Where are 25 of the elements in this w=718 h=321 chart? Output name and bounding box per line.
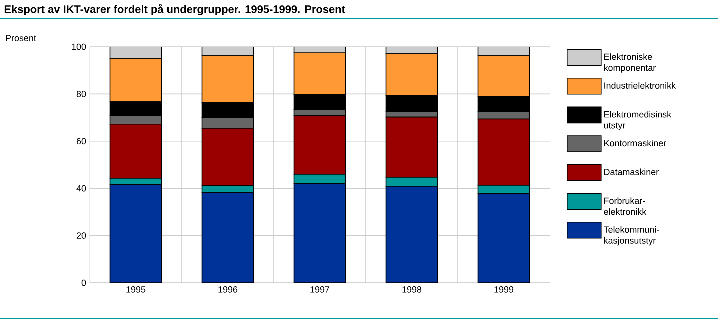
y-tick-label: 80 bbox=[76, 91, 86, 98]
legend-label: Elektroniske komponentar bbox=[604, 54, 656, 73]
x-tick-label: 1999 bbox=[494, 286, 514, 293]
x-tick-label: 1995 bbox=[126, 286, 146, 293]
y-tick-label: 40 bbox=[76, 185, 86, 192]
y-tick-label: 20 bbox=[76, 232, 86, 239]
y-tick-label: 0 bbox=[82, 280, 86, 286]
legend-label: Forbrukar-elektronikk bbox=[604, 198, 647, 216]
x-tick-label: 1997 bbox=[310, 286, 330, 293]
legend-label: Kontormaskiner bbox=[604, 140, 666, 147]
bar bbox=[386, 186, 438, 283]
chart-title: Eksport av IKT-varer fordelt på undergrupper. 1995-1999. Prosent bbox=[4, 4, 346, 16]
bar bbox=[478, 193, 530, 283]
y-tick-label: 60 bbox=[76, 138, 86, 145]
y-axis-title: Prosent bbox=[6, 35, 36, 42]
x-tick-label: 1996 bbox=[218, 286, 238, 293]
bar bbox=[294, 183, 346, 283]
legend-label: Elektromedisinsk utstyr bbox=[604, 111, 672, 130]
legend-label: Telekommuni-kasjonsutstyr bbox=[604, 226, 660, 246]
bar bbox=[202, 192, 254, 283]
bar bbox=[110, 184, 162, 283]
y-tick-label: 100 bbox=[72, 44, 86, 50]
legend-label: Industrielektronikk bbox=[604, 82, 676, 89]
legend-label: Datamaskiner bbox=[604, 168, 659, 176]
x-tick-label: 1998 bbox=[402, 286, 422, 293]
